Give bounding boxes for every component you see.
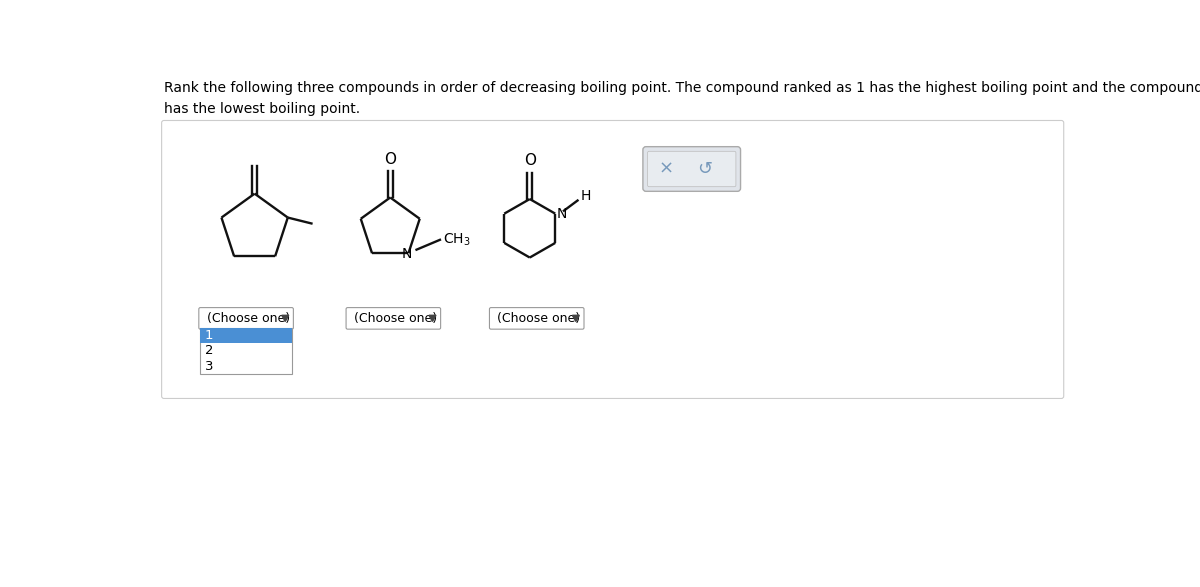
FancyBboxPatch shape (200, 328, 292, 343)
Polygon shape (430, 315, 436, 322)
FancyBboxPatch shape (490, 308, 584, 329)
FancyBboxPatch shape (199, 308, 293, 329)
FancyBboxPatch shape (346, 308, 440, 329)
FancyBboxPatch shape (648, 151, 736, 187)
Text: CH$_3$: CH$_3$ (443, 231, 470, 248)
Text: H: H (581, 189, 592, 203)
Text: (Choose one): (Choose one) (354, 312, 437, 325)
Text: N: N (557, 207, 568, 221)
Text: (Choose one): (Choose one) (497, 312, 581, 325)
FancyBboxPatch shape (162, 120, 1063, 399)
Text: ×: × (659, 160, 673, 178)
Text: 1: 1 (205, 329, 214, 342)
FancyBboxPatch shape (200, 328, 292, 374)
Text: N: N (402, 247, 412, 261)
Polygon shape (282, 315, 289, 322)
Text: ↺: ↺ (697, 160, 713, 178)
Text: O: O (384, 151, 396, 167)
Text: O: O (523, 153, 535, 168)
Text: 2: 2 (205, 344, 214, 357)
FancyBboxPatch shape (643, 147, 740, 191)
Polygon shape (572, 315, 580, 322)
Text: (Choose one): (Choose one) (206, 312, 289, 325)
Text: 3: 3 (205, 360, 214, 373)
Text: Rank the following three compounds in order of decreasing boiling point. The com: Rank the following three compounds in or… (164, 81, 1200, 116)
